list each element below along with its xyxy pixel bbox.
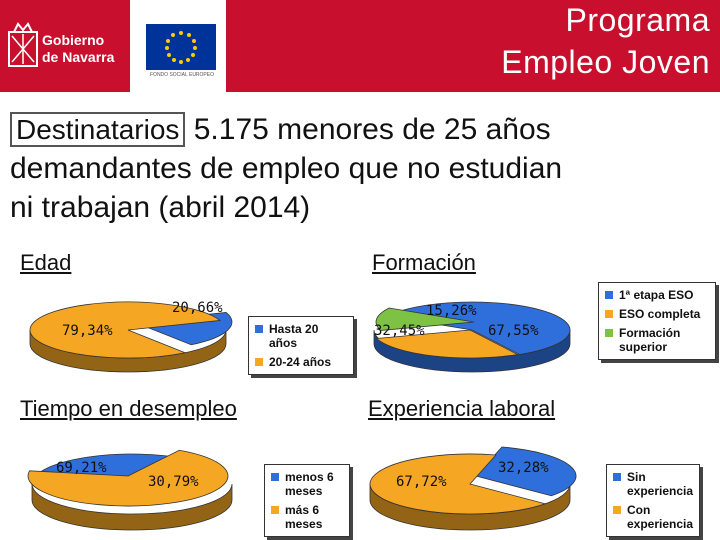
pie-slice — [29, 301, 222, 359]
legend-label: Hasta 20 años — [269, 322, 319, 350]
legend-label: 1ª etapa ESO — [619, 288, 694, 302]
pie-value-label: 32,45% — [374, 323, 425, 339]
page-title-line1: Programa — [565, 2, 710, 38]
legend-label: Con experiencia — [627, 503, 694, 531]
pie-value-label: 32,28% — [498, 460, 549, 476]
pie-slice — [375, 307, 475, 331]
legend-swatch — [605, 329, 613, 337]
legend-item: Con experiencia — [613, 503, 693, 531]
pie-value-label: 15,26% — [426, 303, 477, 319]
legend-edad: Hasta 20 años 20-24 años — [248, 316, 354, 375]
pie-chart-0: 20,66% 79,34% — [29, 300, 233, 373]
pie-chart-1: 67,55% 32,45%15,26% — [373, 301, 571, 373]
pie-slice — [369, 453, 547, 515]
pie-chart-3: 32,28% 67,72% — [369, 446, 577, 531]
intro-line3: ni trabajan (abril 2014) — [10, 191, 311, 224]
legend-item: más 6 meses — [271, 503, 343, 531]
legend-label: Formación superior — [619, 326, 681, 354]
legend-swatch — [255, 358, 263, 366]
legend-item: Hasta 20 años — [255, 322, 347, 350]
destinatarios-label: Destinatarios — [10, 112, 186, 147]
legend-swatch — [271, 506, 279, 514]
legend-experiencia: Sin experiencia Con experiencia — [606, 464, 700, 537]
pie-value-label: 20,66% — [172, 300, 223, 316]
legend-swatch — [613, 506, 621, 514]
legend-swatch — [605, 310, 613, 318]
pie-slice — [375, 329, 519, 359]
legend-swatch — [255, 325, 263, 333]
legend-item: Sin experiencia — [613, 470, 693, 498]
crest-icon — [8, 22, 38, 67]
logo-text-line1: Gobierno — [42, 32, 105, 48]
legend-item: Formación superior — [605, 326, 709, 354]
legend-label: Sin experiencia — [627, 470, 694, 498]
legend-tiempo: menos 6 meses más 6 meses — [264, 464, 350, 537]
section-formacion: Formación — [372, 250, 476, 275]
legend-item: 1ª etapa ESO — [605, 288, 709, 302]
legend-label: ESO completa — [619, 307, 701, 321]
total-count-text: 5.175 menores de 25 años — [185, 113, 551, 146]
pie-chart-2: 30,79% 69,21% — [27, 449, 233, 531]
pie-slice — [475, 446, 577, 497]
logo-text-line2: de Navarra — [42, 49, 115, 65]
legend-swatch — [613, 473, 621, 481]
intro-text: Destinatarios 5.175 menores de 25 años d… — [10, 110, 710, 227]
navarra-logo: Gobierno de Navarra — [0, 0, 130, 92]
pie-value-label: 67,55% — [488, 323, 539, 339]
pie-value-label: 30,79% — [148, 474, 199, 490]
legend-item: menos 6 meses — [271, 470, 343, 498]
pie-value-label: 79,34% — [62, 323, 113, 339]
section-experiencia: Experiencia laboral — [368, 396, 556, 421]
pie-side-2 — [31, 483, 233, 531]
legend-item: 20-24 años — [255, 355, 347, 369]
eu-caption: FONDO SOCIAL EUROPEO — [150, 72, 214, 78]
section-tiempo: Tiempo en desempleo — [20, 396, 237, 421]
page-title-line2: Empleo Joven — [501, 44, 710, 80]
legend-label: menos 6 meses — [285, 470, 334, 498]
legend-swatch — [605, 291, 613, 299]
legend-item: ESO completa — [605, 307, 709, 321]
pie-value-label: 67,72% — [396, 474, 447, 490]
eu-flag-icon — [146, 24, 216, 70]
logo-text: Gobierno de Navarra — [42, 32, 114, 66]
pie-value-label: 69,21% — [56, 460, 107, 476]
legend-label: 20-24 años — [269, 355, 332, 369]
header-red-band — [226, 0, 720, 92]
section-edad: Edad — [20, 250, 72, 275]
legend-label: más 6 meses — [285, 503, 323, 531]
intro-line2: demandantes de empleo que no estudian — [10, 152, 563, 185]
pie-slice — [27, 449, 229, 507]
legend-swatch — [271, 473, 279, 481]
legend-formacion: 1ª etapa ESO ESO completa Formación superi… — [598, 282, 716, 360]
